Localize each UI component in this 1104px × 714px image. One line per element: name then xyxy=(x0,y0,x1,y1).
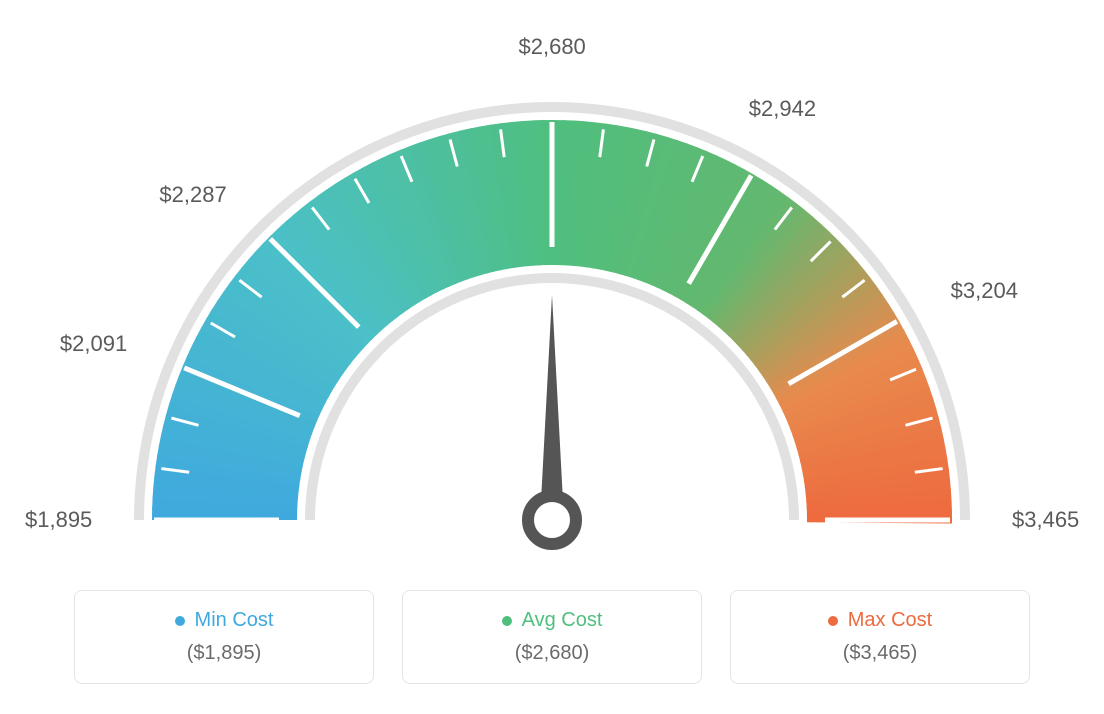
legend-card-avg: Avg Cost ($2,680) xyxy=(402,590,702,684)
legend-value-text: ($1,895) xyxy=(99,642,349,665)
legend-label-text: Max Cost xyxy=(848,609,932,632)
legend-value-text: ($2,680) xyxy=(427,642,677,665)
legend-dot-icon xyxy=(828,616,838,626)
legend-title-min: Min Cost xyxy=(175,609,274,632)
legend-label-text: Min Cost xyxy=(195,609,274,632)
gauge-tick-label: $3,204 xyxy=(951,278,1018,304)
gauge-tick-label: $2,091 xyxy=(60,331,127,357)
gauge-tick-label: $3,465 xyxy=(1012,507,1079,533)
legend-dot-icon xyxy=(175,616,185,626)
cost-gauge-chart: $1,895$2,091$2,287$2,680$2,942$3,204$3,4… xyxy=(30,30,1074,550)
gauge-tick-label: $2,942 xyxy=(749,96,816,122)
legend-title-avg: Avg Cost xyxy=(502,609,603,632)
legend-label-text: Avg Cost xyxy=(522,609,603,632)
cost-legend: Min Cost ($1,895) Avg Cost ($2,680) Max Cost… xyxy=(30,590,1074,684)
legend-title-max: Max Cost xyxy=(828,609,932,632)
legend-dot-icon xyxy=(502,616,512,626)
gauge-svg xyxy=(30,30,1074,550)
gauge-tick-label: $2,287 xyxy=(159,182,226,208)
gauge-tick-label: $1,895 xyxy=(25,507,92,533)
legend-value-text: ($3,465) xyxy=(755,642,1005,665)
legend-card-max: Max Cost ($3,465) xyxy=(730,590,1030,684)
gauge-tick-label: $2,680 xyxy=(519,34,586,60)
legend-card-min: Min Cost ($1,895) xyxy=(74,590,374,684)
